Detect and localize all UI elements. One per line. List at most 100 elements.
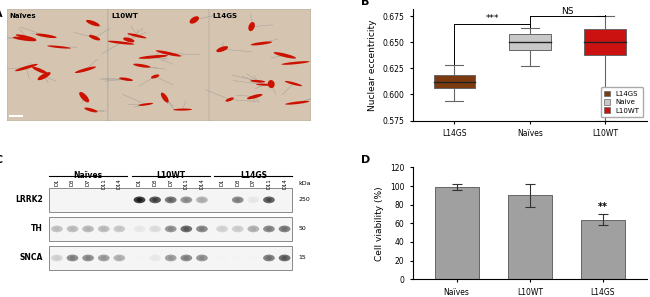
Ellipse shape [232,225,244,232]
Ellipse shape [263,225,275,232]
Ellipse shape [70,227,75,231]
Ellipse shape [152,227,158,231]
Ellipse shape [199,198,205,202]
Text: D3: D3 [235,179,240,186]
Ellipse shape [165,225,177,232]
Ellipse shape [266,198,272,202]
Ellipse shape [15,64,38,71]
Ellipse shape [248,255,259,261]
Ellipse shape [38,72,51,80]
Ellipse shape [161,93,168,103]
Text: D7: D7 [251,179,256,186]
Ellipse shape [226,97,234,102]
Ellipse shape [235,198,240,202]
Ellipse shape [248,225,259,232]
Ellipse shape [138,55,168,59]
Text: Naïves: Naïves [73,171,103,180]
Ellipse shape [248,197,259,203]
Ellipse shape [232,197,244,203]
Ellipse shape [108,41,135,45]
Ellipse shape [51,255,63,261]
Text: B: B [361,0,370,7]
Text: 50: 50 [298,226,306,231]
Text: D7: D7 [86,179,90,186]
Ellipse shape [219,256,225,260]
Ellipse shape [174,108,192,111]
Ellipse shape [150,225,161,232]
Ellipse shape [181,197,192,203]
Ellipse shape [134,255,146,261]
Legend: L14GS, Naive, L10WT: L14GS, Naive, L10WT [601,87,644,117]
Ellipse shape [281,227,287,231]
Bar [584,29,626,55]
Ellipse shape [32,67,47,74]
Text: Naïves: Naïves [10,13,36,19]
Ellipse shape [85,227,91,231]
Ellipse shape [151,75,159,78]
Ellipse shape [138,103,153,106]
Ellipse shape [263,255,275,261]
Text: 250: 250 [298,198,310,202]
Text: A: A [0,9,3,19]
Text: D1: D1 [220,179,225,186]
Ellipse shape [156,50,181,56]
Bar [49,217,292,241]
Text: ***: *** [486,14,499,23]
Ellipse shape [183,227,189,231]
Ellipse shape [199,256,205,260]
Ellipse shape [165,197,177,203]
Ellipse shape [219,227,225,231]
Ellipse shape [36,34,57,38]
Ellipse shape [136,256,142,260]
Ellipse shape [281,256,287,260]
Ellipse shape [98,225,110,232]
Bar [508,195,552,279]
Bar [49,188,292,212]
Text: NS: NS [561,7,574,16]
Ellipse shape [98,255,110,261]
Ellipse shape [183,256,189,260]
Y-axis label: Cell viability (%): Cell viability (%) [376,186,384,261]
Ellipse shape [181,255,192,261]
Ellipse shape [251,42,272,45]
Ellipse shape [168,227,174,231]
Ellipse shape [165,255,177,261]
Ellipse shape [199,227,205,231]
Ellipse shape [83,225,94,232]
Ellipse shape [114,255,125,261]
Ellipse shape [285,81,302,86]
Ellipse shape [250,80,265,83]
Text: TH: TH [31,225,43,233]
Ellipse shape [196,197,208,203]
Ellipse shape [101,227,107,231]
Ellipse shape [150,197,161,203]
Ellipse shape [281,61,309,65]
Ellipse shape [67,225,79,232]
Ellipse shape [134,225,146,232]
Ellipse shape [168,256,174,260]
Ellipse shape [119,78,133,81]
Ellipse shape [75,67,96,73]
Text: D14: D14 [282,179,287,189]
Ellipse shape [86,20,99,26]
Bar [6,9,108,121]
Ellipse shape [133,64,150,68]
Text: L14GS: L14GS [240,171,267,180]
Ellipse shape [263,197,275,203]
Ellipse shape [51,225,63,232]
Ellipse shape [216,225,228,232]
Ellipse shape [190,16,199,24]
Ellipse shape [84,108,98,112]
Ellipse shape [232,255,244,261]
Ellipse shape [13,37,36,41]
Text: kDa: kDa [298,181,311,186]
Text: D7: D7 [168,179,173,186]
Text: L10WT: L10WT [111,13,138,19]
Text: C: C [0,155,3,165]
Ellipse shape [250,198,256,202]
Ellipse shape [101,256,107,260]
Ellipse shape [85,256,91,260]
Bar [581,219,625,279]
Ellipse shape [70,256,75,260]
Ellipse shape [266,227,272,231]
